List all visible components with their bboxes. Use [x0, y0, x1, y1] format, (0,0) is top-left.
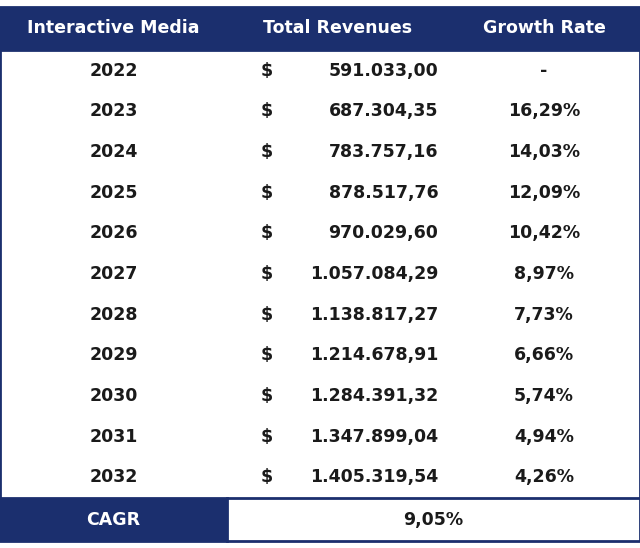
- Text: 14,03%: 14,03%: [508, 143, 580, 161]
- Text: 4,26%: 4,26%: [514, 469, 574, 487]
- Text: 591.033,00: 591.033,00: [329, 61, 438, 79]
- Text: 2032: 2032: [90, 469, 138, 487]
- Text: Total Revenues: Total Revenues: [263, 19, 412, 37]
- Text: $: $: [261, 346, 273, 364]
- Text: 1.057.084,29: 1.057.084,29: [310, 265, 438, 283]
- Text: 2024: 2024: [90, 143, 138, 161]
- Text: -: -: [540, 61, 548, 79]
- Text: $: $: [261, 469, 273, 487]
- Text: $: $: [261, 61, 273, 79]
- Text: 6,66%: 6,66%: [514, 346, 574, 364]
- Text: 1.284.391,32: 1.284.391,32: [310, 387, 438, 405]
- Bar: [0, 132, 640, 172]
- Text: $: $: [261, 184, 273, 202]
- Text: $: $: [261, 428, 273, 446]
- Text: 7,73%: 7,73%: [514, 306, 574, 324]
- Text: 2029: 2029: [90, 346, 138, 364]
- Bar: [0, 416, 640, 457]
- Text: 2030: 2030: [90, 387, 138, 405]
- Bar: [0, 498, 227, 541]
- Text: Growth Rate: Growth Rate: [483, 19, 605, 37]
- Bar: [0, 294, 640, 335]
- Text: 4,94%: 4,94%: [514, 428, 574, 446]
- Text: $: $: [261, 387, 273, 405]
- Text: $: $: [261, 306, 273, 324]
- Text: 878.517,76: 878.517,76: [329, 184, 438, 202]
- Text: 2022: 2022: [90, 61, 138, 79]
- Bar: [0, 50, 640, 91]
- Bar: [0, 376, 640, 416]
- Text: 2026: 2026: [90, 224, 138, 242]
- Text: Interactive Media: Interactive Media: [28, 19, 200, 37]
- Bar: [0, 335, 640, 376]
- Text: CAGR: CAGR: [86, 511, 141, 529]
- Text: 10,42%: 10,42%: [508, 224, 580, 242]
- Text: 5,74%: 5,74%: [514, 387, 574, 405]
- Bar: [0, 172, 640, 213]
- Text: 2028: 2028: [90, 306, 138, 324]
- Text: 2023: 2023: [90, 102, 138, 120]
- Text: 687.304,35: 687.304,35: [329, 102, 438, 120]
- Bar: [0, 213, 640, 254]
- Text: 9,05%: 9,05%: [404, 511, 463, 529]
- Text: 8,97%: 8,97%: [514, 265, 574, 283]
- Bar: [0, 91, 640, 132]
- Bar: [0, 254, 640, 294]
- Text: 970.029,60: 970.029,60: [328, 224, 438, 242]
- Text: $: $: [261, 265, 273, 283]
- Text: $: $: [261, 102, 273, 120]
- Text: 1.138.817,27: 1.138.817,27: [310, 306, 438, 324]
- Text: 1.405.319,54: 1.405.319,54: [310, 469, 438, 487]
- Text: $: $: [261, 224, 273, 242]
- Bar: [0, 457, 640, 498]
- Text: 2027: 2027: [90, 265, 138, 283]
- Text: 2031: 2031: [90, 428, 138, 446]
- Text: 1.347.899,04: 1.347.899,04: [310, 428, 438, 446]
- Bar: [0, 7, 640, 50]
- Bar: [227, 498, 640, 541]
- Text: 16,29%: 16,29%: [508, 102, 580, 120]
- Text: 2025: 2025: [90, 184, 138, 202]
- Text: 12,09%: 12,09%: [508, 184, 580, 202]
- Text: $: $: [261, 143, 273, 161]
- Text: 783.757,16: 783.757,16: [329, 143, 438, 161]
- Text: 1.214.678,91: 1.214.678,91: [310, 346, 438, 364]
